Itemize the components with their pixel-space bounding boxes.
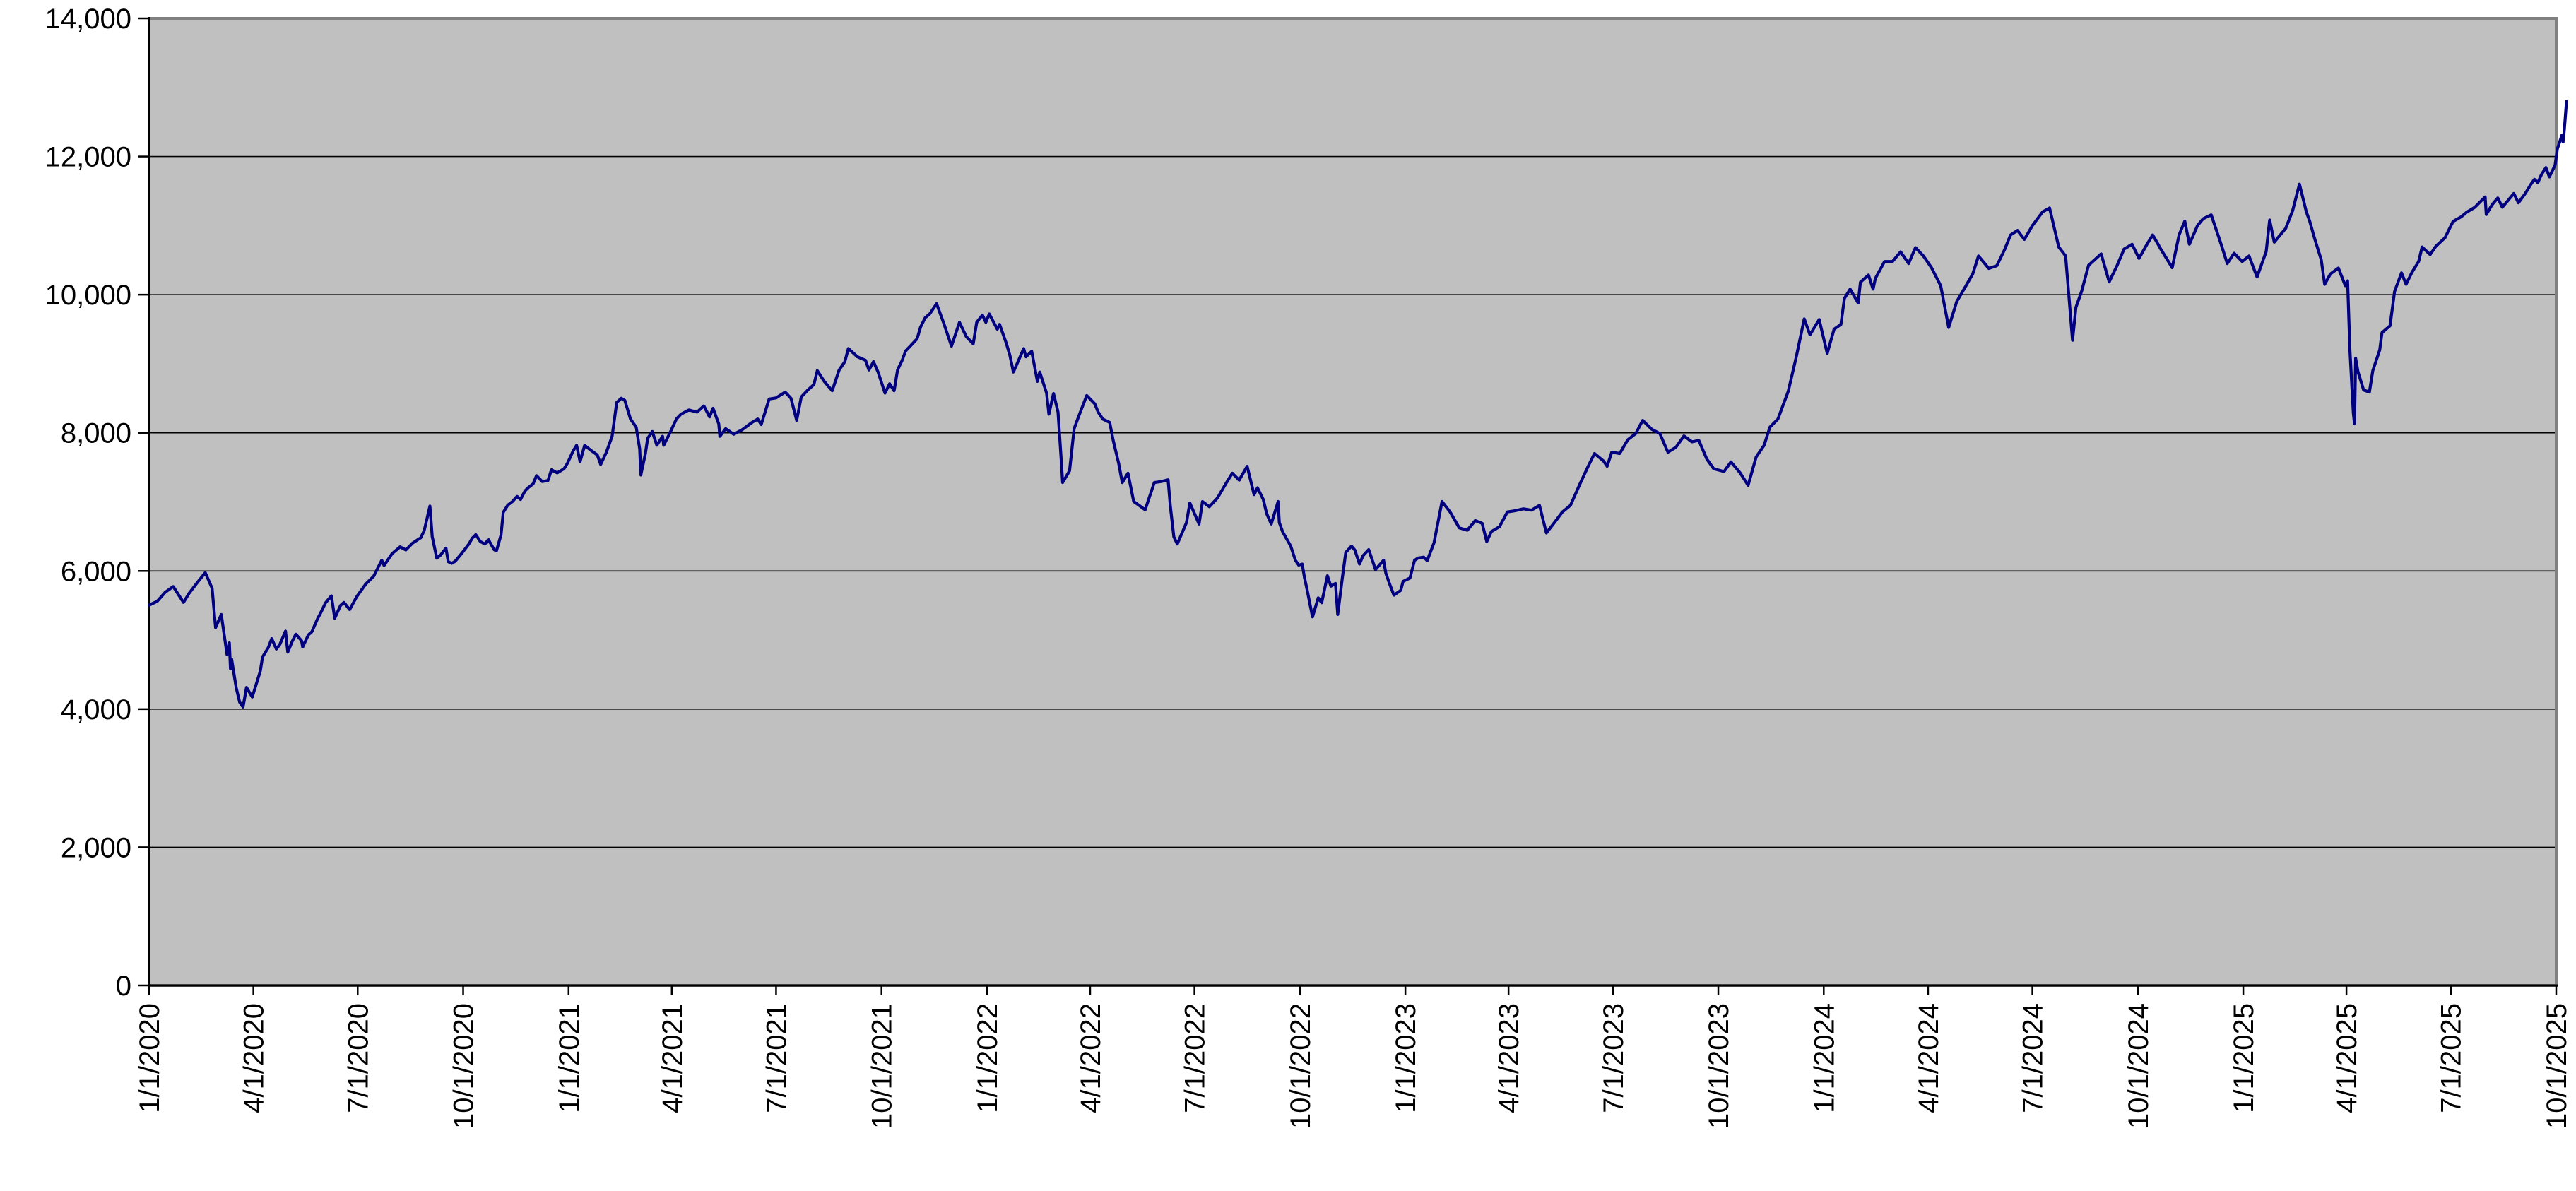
x-axis-label: 1/1/2020 (134, 1003, 165, 1113)
x-axis-label: 1/1/2024 (1809, 1003, 1840, 1113)
x-axis-label: 10/1/2025 (2541, 1003, 2572, 1129)
x-axis-label: 10/1/2024 (2123, 1003, 2154, 1129)
x-axis-label: 1/1/2025 (2228, 1003, 2259, 1113)
y-axis-label: 14,000 (45, 4, 131, 35)
y-axis-label: 6,000 (61, 556, 131, 587)
x-axis-label: 1/1/2022 (972, 1003, 1003, 1113)
x-axis-label: 4/1/2021 (657, 1003, 688, 1113)
data-series-line (147, 100, 2568, 709)
plot-area (149, 18, 2556, 985)
x-axis-label: 4/1/2023 (1494, 1003, 1525, 1113)
x-axis-label: 7/1/2025 (2436, 1003, 2467, 1113)
x-axis-label: 1/1/2023 (1390, 1003, 1422, 1113)
y-axis-label: 8,000 (61, 418, 131, 449)
x-axis-label: 4/1/2025 (2332, 1003, 2363, 1113)
x-axis-label: 7/1/2024 (2018, 1003, 2049, 1113)
x-axis-label: 4/1/2020 (239, 1003, 270, 1113)
y-axis-label: 4,000 (61, 694, 131, 725)
x-axis-label: 4/1/2022 (1075, 1003, 1106, 1113)
x-axis-label: 7/1/2023 (1598, 1003, 1629, 1113)
x-axis-label: 10/1/2021 (867, 1003, 898, 1129)
x-axis-label: 7/1/2020 (343, 1003, 374, 1113)
x-axis-label: 4/1/2024 (1913, 1003, 1944, 1113)
x-axis-label: 7/1/2021 (761, 1003, 792, 1113)
x-axis-label: 1/1/2021 (554, 1003, 585, 1113)
x-axis-label: 7/1/2022 (1180, 1003, 1211, 1113)
x-axis-label: 10/1/2020 (449, 1003, 480, 1129)
y-axis-label: 10,000 (45, 280, 131, 311)
y-axis-label: 0 (116, 971, 131, 1002)
y-axis-label: 2,000 (61, 832, 131, 863)
x-axis-label: 10/1/2023 (1703, 1003, 1735, 1129)
y-axis-label: 12,000 (45, 142, 131, 173)
x-axis-label: 10/1/2022 (1285, 1003, 1316, 1129)
